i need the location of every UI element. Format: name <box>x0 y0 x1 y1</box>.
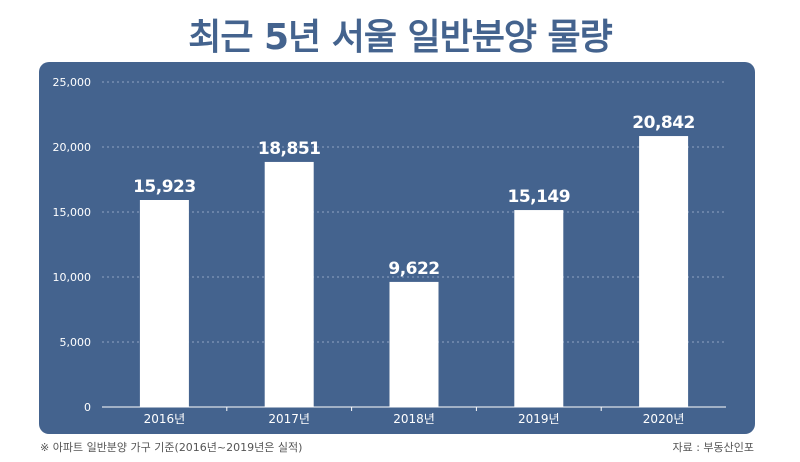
x-tick-label: 2020년 <box>643 412 685 426</box>
bar-value-label: 9,622 <box>388 259 439 279</box>
footnote: ※ 아파트 일반분양 가구 기준(2016년~2019년은 실적) <box>40 441 303 454</box>
bar <box>389 281 439 407</box>
y-tick-label: 5,000 <box>60 336 92 349</box>
y-tick-label: 15,000 <box>53 206 92 219</box>
bar <box>514 210 564 407</box>
bar-value-label: 15,923 <box>133 177 196 197</box>
y-tick-label: 0 <box>84 401 91 414</box>
chart-title: 최근 5년 서울 일반분양 물량 <box>188 17 613 58</box>
source-note: 자료 : 부동산인포 <box>672 441 754 454</box>
x-tick-label: 2019년 <box>518 412 560 426</box>
bar <box>639 136 689 407</box>
bar <box>264 161 314 407</box>
x-tick-label: 2017년 <box>268 412 310 426</box>
y-tick-label: 25,000 <box>53 76 92 89</box>
x-tick-label: 2018년 <box>393 412 435 426</box>
bar <box>139 200 189 407</box>
y-tick-label: 10,000 <box>53 271 92 284</box>
x-tick-label: 2016년 <box>144 412 186 426</box>
bar-value-label: 15,149 <box>507 187 570 207</box>
bar-value-label: 18,851 <box>258 139 321 159</box>
bar-value-label: 20,842 <box>632 113 695 133</box>
y-tick-label: 20,000 <box>53 141 92 154</box>
